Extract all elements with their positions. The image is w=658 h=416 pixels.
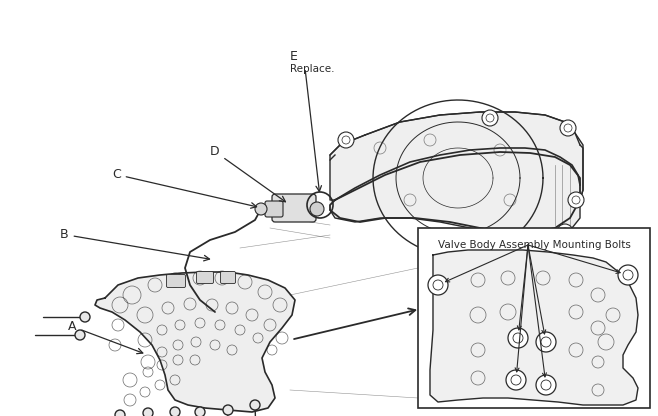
Circle shape — [508, 328, 528, 348]
Text: B: B — [60, 228, 209, 261]
Circle shape — [170, 407, 180, 416]
Text: A: A — [68, 320, 143, 354]
Circle shape — [338, 132, 354, 148]
FancyBboxPatch shape — [166, 275, 186, 287]
Text: E: E — [290, 50, 298, 63]
Circle shape — [255, 203, 267, 215]
Circle shape — [310, 202, 324, 216]
Circle shape — [428, 275, 448, 295]
Circle shape — [568, 192, 584, 208]
Circle shape — [618, 265, 638, 285]
Circle shape — [75, 330, 85, 340]
Circle shape — [536, 375, 556, 395]
Text: Valve Body Assembly Mounting Bolts: Valve Body Assembly Mounting Bolts — [438, 240, 630, 250]
Text: D: D — [210, 145, 286, 202]
FancyBboxPatch shape — [265, 201, 283, 217]
Circle shape — [115, 410, 125, 416]
Circle shape — [143, 408, 153, 416]
Circle shape — [560, 120, 576, 136]
Polygon shape — [330, 112, 583, 238]
Circle shape — [506, 370, 526, 390]
FancyBboxPatch shape — [197, 272, 213, 283]
Circle shape — [195, 407, 205, 416]
Text: Replace.: Replace. — [290, 64, 334, 74]
Circle shape — [223, 405, 233, 415]
Polygon shape — [330, 152, 580, 232]
Polygon shape — [430, 250, 638, 405]
Circle shape — [557, 224, 573, 240]
FancyBboxPatch shape — [272, 194, 316, 222]
FancyBboxPatch shape — [220, 272, 236, 283]
Circle shape — [536, 332, 556, 352]
Circle shape — [482, 110, 498, 126]
Circle shape — [250, 400, 260, 410]
Polygon shape — [95, 272, 295, 412]
Circle shape — [80, 312, 90, 322]
FancyBboxPatch shape — [418, 228, 650, 408]
Text: C: C — [112, 168, 257, 208]
